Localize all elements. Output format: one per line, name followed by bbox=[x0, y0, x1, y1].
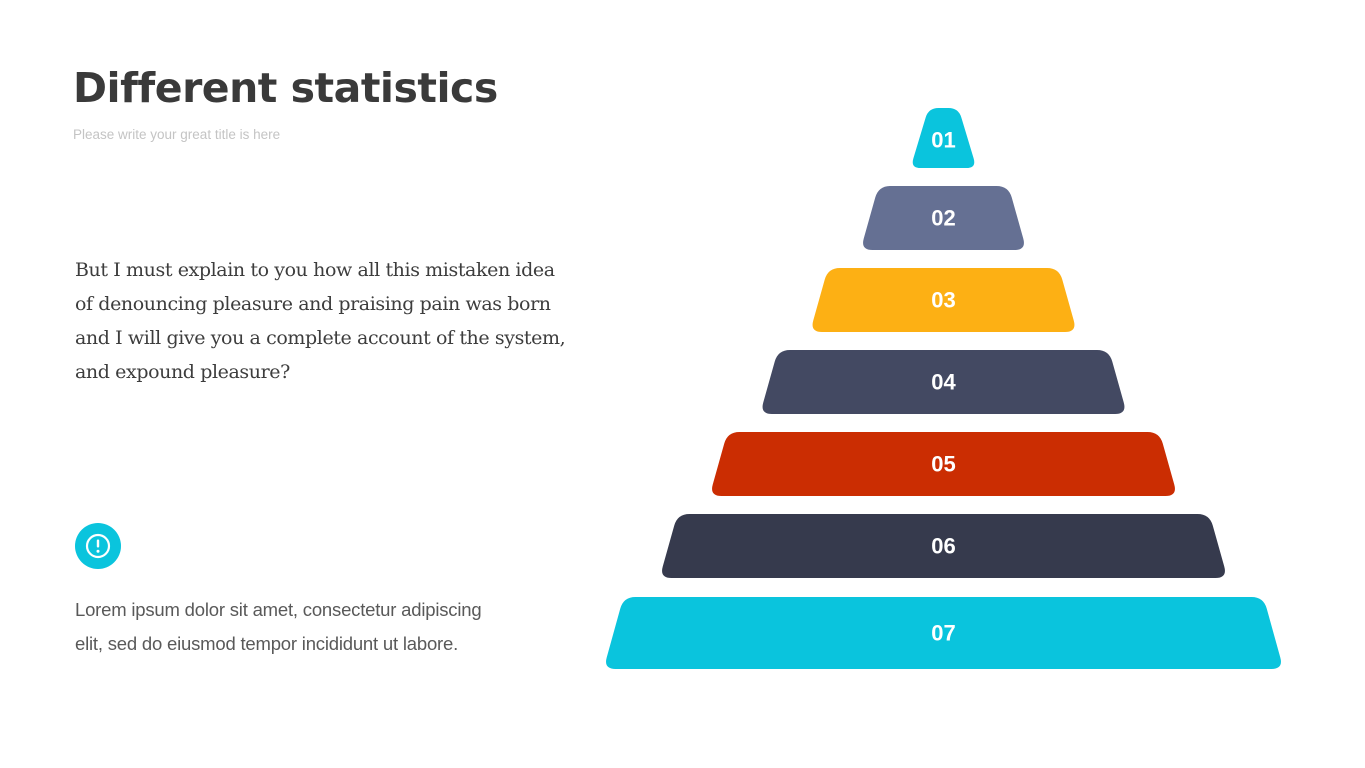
pyramid-tier-shape bbox=[712, 432, 1175, 496]
page-subtitle: Please write your great title is here bbox=[73, 127, 281, 142]
exclamation-circle-icon bbox=[75, 523, 121, 569]
pyramid-tier-07: 07 bbox=[606, 597, 1281, 669]
pyramid-tier-shape bbox=[606, 597, 1281, 669]
pyramid-tier-label: 04 bbox=[931, 370, 956, 395]
pyramid-tier-label: 01 bbox=[931, 128, 955, 153]
page-title: Different statistics bbox=[73, 64, 498, 112]
pyramid-tier-label: 06 bbox=[931, 534, 955, 559]
pyramid-tier-shape bbox=[912, 108, 975, 168]
pyramid-tier-shape bbox=[762, 350, 1125, 414]
body-paragraph: But I must explain to you how all this m… bbox=[75, 259, 566, 383]
pyramid-tier-02: 02 bbox=[863, 186, 1024, 250]
pyramid-tier-shape bbox=[812, 268, 1075, 332]
pyramid-tier-shape bbox=[662, 514, 1225, 578]
pyramid-tier-06: 06 bbox=[662, 514, 1225, 578]
pyramid-tier-label: 03 bbox=[931, 288, 955, 313]
pyramid-tier-label: 07 bbox=[931, 621, 955, 646]
pyramid-tier-shape bbox=[863, 186, 1024, 250]
pyramid-tier-label: 05 bbox=[931, 452, 955, 477]
pyramid-tier-05: 05 bbox=[712, 432, 1175, 496]
pyramid-tier-03: 03 bbox=[812, 268, 1075, 332]
pyramid-tier-01: 01 bbox=[912, 108, 975, 168]
pyramid-tier-04: 04 bbox=[762, 350, 1125, 414]
note-paragraph: Lorem ipsum dolor sit amet, consectetur … bbox=[75, 599, 482, 654]
pyramid-tier-label: 02 bbox=[931, 206, 955, 231]
